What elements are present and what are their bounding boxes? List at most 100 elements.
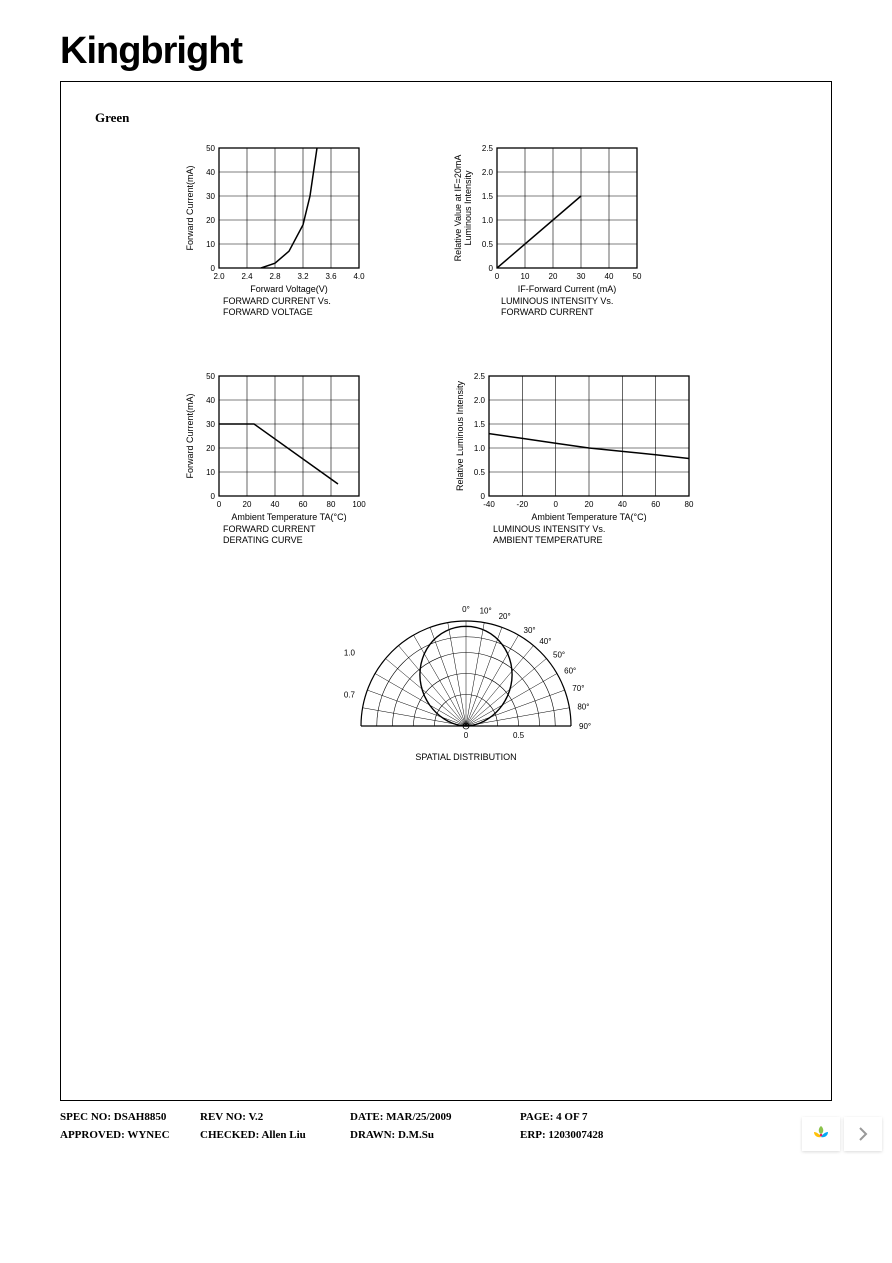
svg-text:0: 0 [217,500,222,509]
svg-text:1.0: 1.0 [344,649,356,658]
svg-text:100: 100 [352,500,366,509]
svg-text:20: 20 [585,500,594,509]
svg-text:20: 20 [549,272,558,281]
svg-text:90°: 90° [579,722,591,731]
chart-forward-current-vs-voltage: 2.02.42.83.23.64.001020304050Forward Cur… [181,140,441,340]
svg-text:FORWARD CURRENT Vs.: FORWARD CURRENT Vs. [223,296,331,306]
svg-text:4.0: 4.0 [353,272,365,281]
charts-grid: 2.0 2.4 2.8 3.2 3.6 4.0 0 10 20 30 40 50 Forward Cur… [135,140,797,568]
svg-text:0°: 0° [462,605,470,614]
rev-no: REV NO: V.2 [200,1111,350,1123]
section-title: Green [95,110,797,126]
svg-text:2.0: 2.0 [474,396,486,405]
svg-text:60: 60 [299,500,308,509]
svg-text:Luminous Intensity: Luminous Intensity [463,170,473,246]
svg-text:30: 30 [577,272,586,281]
svg-text:Relative Value at IF=20mA: Relative Value at IF=20mA [453,155,463,262]
chart-luminous-vs-current: 0 10 20 30 40 50 0 0.5 1.0 1.5 2.0 2.5 Relative Valu… [451,140,751,340]
svg-text:Relative Luminous Intensity: Relative Luminous Intensity [455,380,465,491]
svg-text:-20: -20 [517,500,529,509]
svg-text:50: 50 [206,144,215,153]
svg-text:Forward Current(mA): Forward Current(mA) [185,165,195,250]
svg-text:Forward Current(mA): Forward Current(mA) [185,393,195,478]
svg-text:2.5: 2.5 [482,144,494,153]
svg-text:0: 0 [481,492,486,501]
svg-text:1.5: 1.5 [482,192,494,201]
svg-text:0: 0 [211,264,216,273]
svg-text:20: 20 [206,444,215,453]
svg-text:2.5: 2.5 [474,372,486,381]
svg-text:30°: 30° [524,626,536,635]
chart-luminous-vs-temperature: -40-2002040608000.51.01.52.02.5Relative … [451,368,751,568]
chart-spatial-distribution: 0° 10° 20° 30°40°50° 60° 70° 80° 90° 1.0 0.7 0 0.5 S… [336,576,596,776]
svg-text:10: 10 [521,272,530,281]
svg-text:80°: 80° [577,703,589,712]
svg-text:2.0: 2.0 [213,272,225,281]
svg-text:0: 0 [464,731,469,740]
svg-text:SPATIAL DISTRIBUTION: SPATIAL DISTRIBUTION [415,752,516,762]
svg-text:80: 80 [327,500,336,509]
svg-text:2.4: 2.4 [241,272,253,281]
svg-text:1.0: 1.0 [482,216,494,225]
polar-row: 0° 10° 20° 30°40°50° 60° 70° 80° 90° 1.0 0.7 0 0.5 S… [135,576,797,776]
svg-text:40: 40 [605,272,614,281]
brand-logo: Kingbright [60,30,832,73]
date: DATE: MAR/25/2009 [350,1111,520,1123]
svg-text:30: 30 [206,420,215,429]
svg-text:70°: 70° [572,684,584,693]
drawn: DRAWN: D.M.Su [350,1129,520,1141]
svg-text:1.0: 1.0 [474,444,486,453]
svg-text:20°: 20° [499,612,511,621]
svg-text:-40: -40 [483,500,495,509]
svg-text:0: 0 [211,492,216,501]
svg-text:80: 80 [685,500,694,509]
approved: APPROVED: WYNEC [60,1129,200,1141]
datasheet-page: Kingbright Green 2.0 2.4 2.8 3.2 3.6 4.0 0 10 20… [0,0,892,1161]
svg-text:60°: 60° [564,667,576,676]
svg-text:40: 40 [206,396,215,405]
svg-text:0: 0 [495,272,500,281]
svg-text:0.7: 0.7 [344,691,356,700]
svg-text:1.5: 1.5 [474,420,486,429]
svg-text:DERATING CURVE: DERATING CURVE [223,535,303,545]
svg-text:0: 0 [489,264,494,273]
svg-text:LUMINOUS INTENSITY Vs.: LUMINOUS INTENSITY Vs. [493,524,605,534]
svg-text:40°: 40° [539,637,551,646]
svg-text:0.5: 0.5 [513,731,525,740]
svg-text:50: 50 [633,272,642,281]
svg-text:60: 60 [651,500,660,509]
checked: CHECKED: Allen Liu [200,1129,350,1141]
svg-text:10°: 10° [480,607,492,616]
svg-text:FORWARD CURRENT: FORWARD CURRENT [501,307,594,317]
svg-text:50°: 50° [553,651,565,660]
footer-block: SPEC NO: DSAH8850 REV NO: V.2 DATE: MAR/… [60,1111,832,1141]
chart-derating-curve: 0 20 40 60 80 100 0 10 20 30 40 50 Forward Current(m… [181,368,441,568]
svg-text:AMBIENT TEMPERATURE: AMBIENT TEMPERATURE [493,535,603,545]
svg-text:3.2: 3.2 [297,272,309,281]
svg-text:FORWARD CURRENT: FORWARD CURRENT [223,524,316,534]
svg-text:3.6: 3.6 [325,272,337,281]
svg-text:Ambient Temperature TA(°C): Ambient Temperature TA(°C) [231,512,346,522]
svg-text:IF-Forward Current (mA): IF-Forward Current (mA) [518,284,617,294]
page-count: PAGE: 4 OF 7 [520,1111,700,1123]
logo-icon[interactable] [802,1117,840,1151]
svg-text:2.8: 2.8 [269,272,281,281]
svg-text:40: 40 [271,500,280,509]
svg-text:0.5: 0.5 [482,240,494,249]
spec-no: SPEC NO: DSAH8850 [60,1111,200,1123]
svg-text:30: 30 [206,192,215,201]
svg-text:20: 20 [206,216,215,225]
nav-widget [798,1117,882,1151]
svg-text:10: 10 [206,468,215,477]
svg-text:50: 50 [206,372,215,381]
svg-text:0: 0 [553,500,558,509]
svg-text:2.0: 2.0 [482,168,494,177]
content-frame: Green 2.0 2.4 2.8 3.2 3.6 4.0 0 10 20 30 40 50 Forwa… [60,81,832,1101]
next-page-button[interactable] [844,1117,882,1151]
svg-text:LUMINOUS INTENSITY Vs.: LUMINOUS INTENSITY Vs. [501,296,613,306]
svg-text:40: 40 [206,168,215,177]
svg-text:FORWARD VOLTAGE: FORWARD VOLTAGE [223,307,313,317]
svg-text:20: 20 [243,500,252,509]
svg-text:Ambient Temperature TA(°C): Ambient Temperature TA(°C) [531,512,646,522]
erp: ERP: 1203007428 [520,1129,700,1141]
